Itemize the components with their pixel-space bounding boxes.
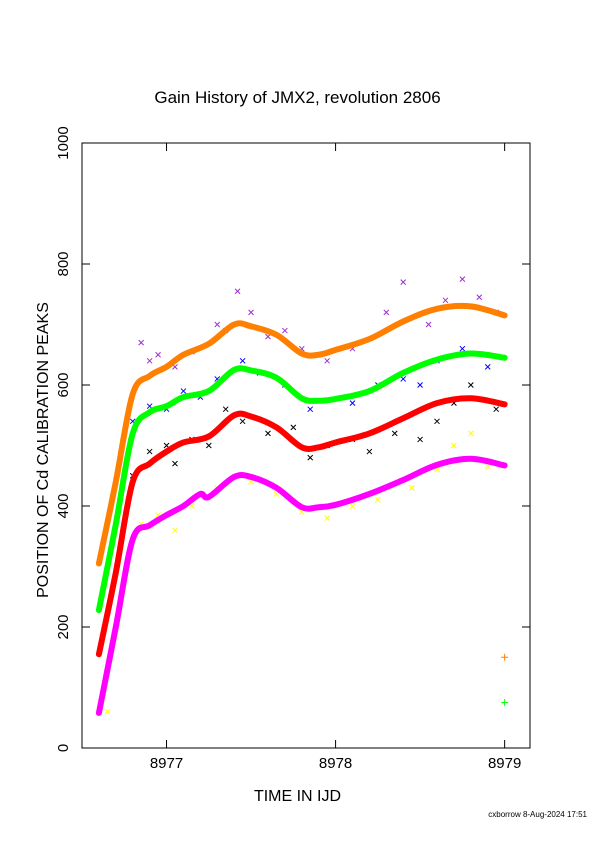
marker-layer: [501, 653, 509, 707]
y-tick-label: 1000: [55, 126, 72, 159]
smoothed-series-line: [95, 455, 508, 716]
scatter-point: [417, 382, 423, 388]
scatter-point: [324, 515, 330, 521]
smoothed-series-line: [95, 350, 508, 614]
scatter-point: [459, 276, 466, 282]
y-tick-label: 600: [55, 372, 72, 397]
scatter-point: [146, 357, 153, 364]
scatter-point: [239, 357, 246, 364]
y-tick-label: 800: [55, 251, 72, 276]
chart-title: Gain History of JMX2, revolution 2806: [154, 88, 441, 107]
plus-marker: [501, 699, 509, 707]
scatter-point: [476, 294, 483, 301]
scatter-point: [234, 288, 241, 295]
scatter-point: [374, 497, 381, 503]
scatter-point: [484, 463, 491, 470]
scatter-point: [222, 406, 229, 413]
scatter-point: [408, 484, 415, 491]
y-tick-label: 400: [55, 493, 72, 518]
smoothed-series-line: [95, 302, 508, 567]
scatter-point: [180, 388, 187, 394]
scatter-point: [484, 363, 491, 370]
scatter-point: [493, 406, 500, 413]
plot-frame: [81, 142, 531, 749]
scatter-point: [467, 430, 474, 437]
y-tick-label: 0: [55, 744, 72, 752]
scatter-point: [383, 309, 390, 316]
scatter-point: [349, 400, 356, 407]
scatter-point: [451, 442, 457, 449]
smoothed-series-line: [95, 395, 508, 658]
y-axis-label: POSITION OF Cd CALIBRATION PEAKS: [35, 302, 52, 598]
scatter-point: [282, 327, 288, 334]
y-tick-label: 200: [55, 614, 72, 639]
scatter-point: [442, 297, 449, 304]
scatter-point: [248, 309, 254, 316]
scatter-point: [434, 418, 440, 425]
scatter-point: [172, 460, 178, 467]
scatter-point: [417, 436, 423, 443]
scatter-point: [467, 382, 474, 388]
x-tick-label: 8977: [150, 755, 183, 772]
curve-layer: [95, 302, 508, 716]
x-tick-label: 8979: [488, 755, 521, 772]
scatter-point: [155, 351, 161, 358]
scatter-point: [459, 345, 466, 352]
scatter-point: [307, 454, 314, 461]
scatter-point: [366, 448, 373, 455]
scatter-point: [324, 357, 330, 364]
scatter-point: [307, 406, 314, 413]
scatter-point: [239, 418, 246, 425]
plus-marker: [501, 653, 509, 661]
scatter-point: [349, 503, 356, 509]
scatter-point: [391, 430, 398, 437]
scatter-point: [425, 321, 432, 328]
x-axis-label: TIME IN IJD: [253, 788, 342, 805]
scatter-point: [172, 527, 178, 534]
scatter-point: [205, 442, 212, 449]
scatter-point: [400, 376, 407, 382]
scatter-point: [400, 279, 407, 286]
footer-stamp: cxborrow 8-Aug-2024 17:51: [488, 810, 587, 819]
x-tick-label: 8978: [319, 755, 352, 772]
scatter-point: [138, 339, 145, 346]
scatter-point: [214, 321, 221, 328]
scatter-point: [146, 448, 153, 455]
axis-ticks: 8977 8978 8979 0 200 400 600 800 1000: [55, 126, 530, 772]
scatter-point: [265, 430, 271, 437]
scatter-layer: [104, 276, 500, 715]
scatter-point: [290, 424, 297, 431]
scatter-point: [104, 708, 111, 715]
